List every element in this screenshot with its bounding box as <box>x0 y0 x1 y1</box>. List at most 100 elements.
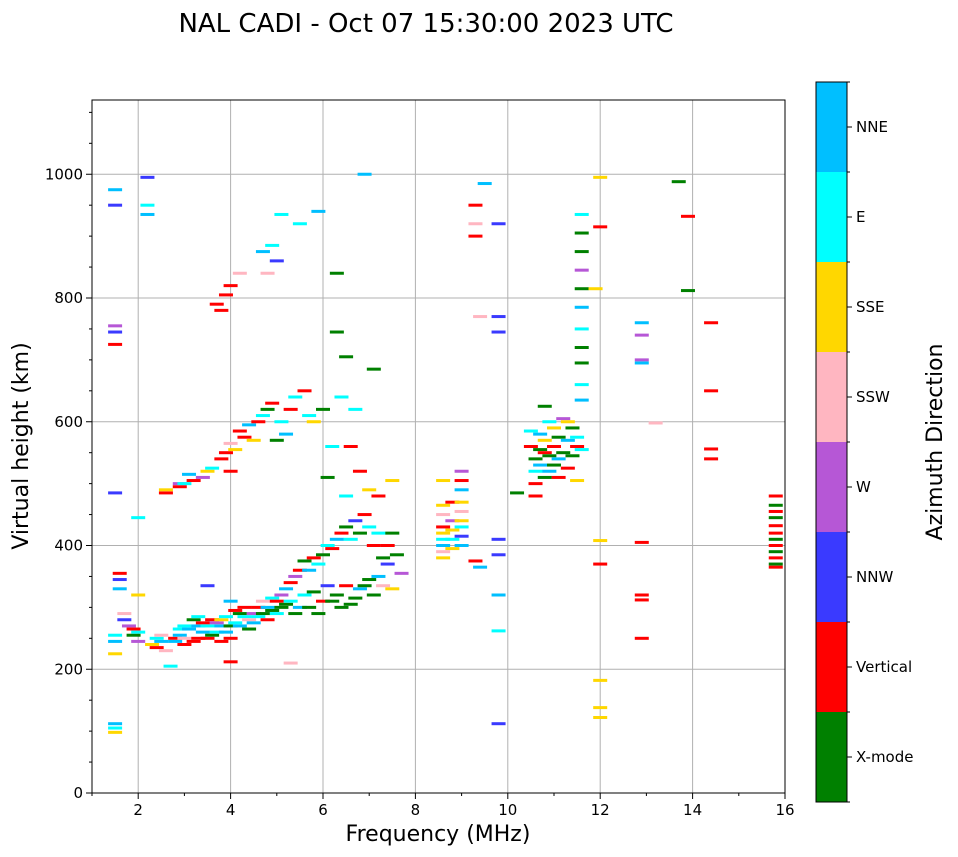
echo-point <box>251 615 266 619</box>
echo-point <box>454 534 469 538</box>
echo-point <box>108 491 123 495</box>
echo-point <box>542 454 557 458</box>
echo-point <box>172 485 187 489</box>
echo-point <box>454 509 469 513</box>
y-tick-label: 400 <box>54 537 83 555</box>
echo-point <box>320 475 335 479</box>
echo-point <box>574 361 589 365</box>
echo-point <box>537 438 552 442</box>
echo-point <box>255 250 270 254</box>
axis-ticks: 2 4 6 8 10 12 14 16 0 200 400 600 800 1000 <box>45 111 795 819</box>
echo-point <box>436 550 451 554</box>
echo-point <box>232 271 247 275</box>
echo-point <box>556 417 571 421</box>
echo-point <box>112 578 127 582</box>
echo-point <box>371 574 386 578</box>
echo-point <box>274 605 289 609</box>
echo-point <box>163 664 178 668</box>
echo-point <box>385 531 400 535</box>
echo-point <box>209 630 224 634</box>
echo-point <box>237 615 252 619</box>
echo-point <box>551 475 566 479</box>
echo-point <box>214 618 229 622</box>
x-tick-label: 4 <box>226 801 236 819</box>
echo-point <box>131 639 146 643</box>
y-tick-label: 1000 <box>45 165 83 183</box>
echo-point <box>200 624 215 628</box>
echo-point <box>205 633 220 637</box>
echo-point <box>366 593 381 597</box>
echo-point <box>255 612 270 616</box>
echo-point <box>547 426 561 430</box>
echo-point <box>251 420 266 424</box>
colorbar-label: NNE <box>856 118 888 136</box>
echo-point <box>228 608 243 612</box>
echo-point <box>283 661 298 665</box>
echo-point <box>334 395 349 399</box>
echo-point <box>269 259 284 263</box>
echo-point <box>316 407 330 411</box>
echo-point <box>348 596 363 600</box>
echo-point <box>242 618 257 622</box>
echo-point <box>634 593 649 597</box>
x-tick-label: 10 <box>498 801 517 819</box>
echo-point <box>158 488 173 492</box>
y-tick-label: 800 <box>54 289 83 307</box>
echo-point <box>468 203 483 207</box>
echo-point <box>768 556 783 560</box>
echo-point <box>339 494 354 498</box>
echo-point <box>283 599 298 603</box>
colorbar-swatch <box>816 532 847 622</box>
echo-point <box>265 243 280 247</box>
echo-point <box>195 621 210 625</box>
echo-point <box>242 627 257 631</box>
echo-point <box>214 624 229 628</box>
echo-point <box>329 537 344 541</box>
colorbar-swatch <box>816 172 847 262</box>
echo-point <box>131 516 146 520</box>
echo-point <box>593 562 608 566</box>
chart-title: NAL CADI - Oct 07 15:30:00 2023 UTC <box>178 9 673 39</box>
echo-point <box>274 212 289 216</box>
echo-point <box>468 234 483 238</box>
colorbar-label: NNW <box>856 568 893 586</box>
echo-point <box>491 222 506 226</box>
echo-point <box>768 509 783 513</box>
echo-point <box>523 445 538 448</box>
echo-point <box>436 479 451 483</box>
echo-point <box>680 214 695 218</box>
echo-point <box>634 333 649 337</box>
echo-point <box>255 414 270 418</box>
echo-point <box>223 599 238 603</box>
echo-point <box>126 633 141 637</box>
echo-point <box>528 482 543 486</box>
echo-point <box>436 531 451 535</box>
echo-point <box>177 636 192 640</box>
echo-point <box>560 438 575 442</box>
colorbar-swatch <box>816 712 847 802</box>
echo-point <box>255 599 270 603</box>
echo-point <box>288 395 303 399</box>
echo-point <box>112 587 127 591</box>
echo-point <box>297 593 312 597</box>
echo-point <box>634 540 649 544</box>
echo-point <box>593 678 608 682</box>
echo-point <box>528 457 543 461</box>
echo-point <box>329 593 344 597</box>
echo-point <box>191 615 206 619</box>
echo-point <box>218 293 233 297</box>
echo-point <box>200 584 215 588</box>
echo-point <box>468 559 483 563</box>
echo-point <box>551 435 566 439</box>
echo-point <box>376 556 391 560</box>
echo-point <box>334 605 349 609</box>
echo-point <box>343 445 358 448</box>
echo-point <box>436 513 451 517</box>
echo-point <box>209 621 224 625</box>
echo-point <box>436 537 451 541</box>
echo-point <box>473 565 488 569</box>
echo-point <box>306 420 321 424</box>
echo-point <box>634 636 649 640</box>
echo-point <box>218 615 233 619</box>
